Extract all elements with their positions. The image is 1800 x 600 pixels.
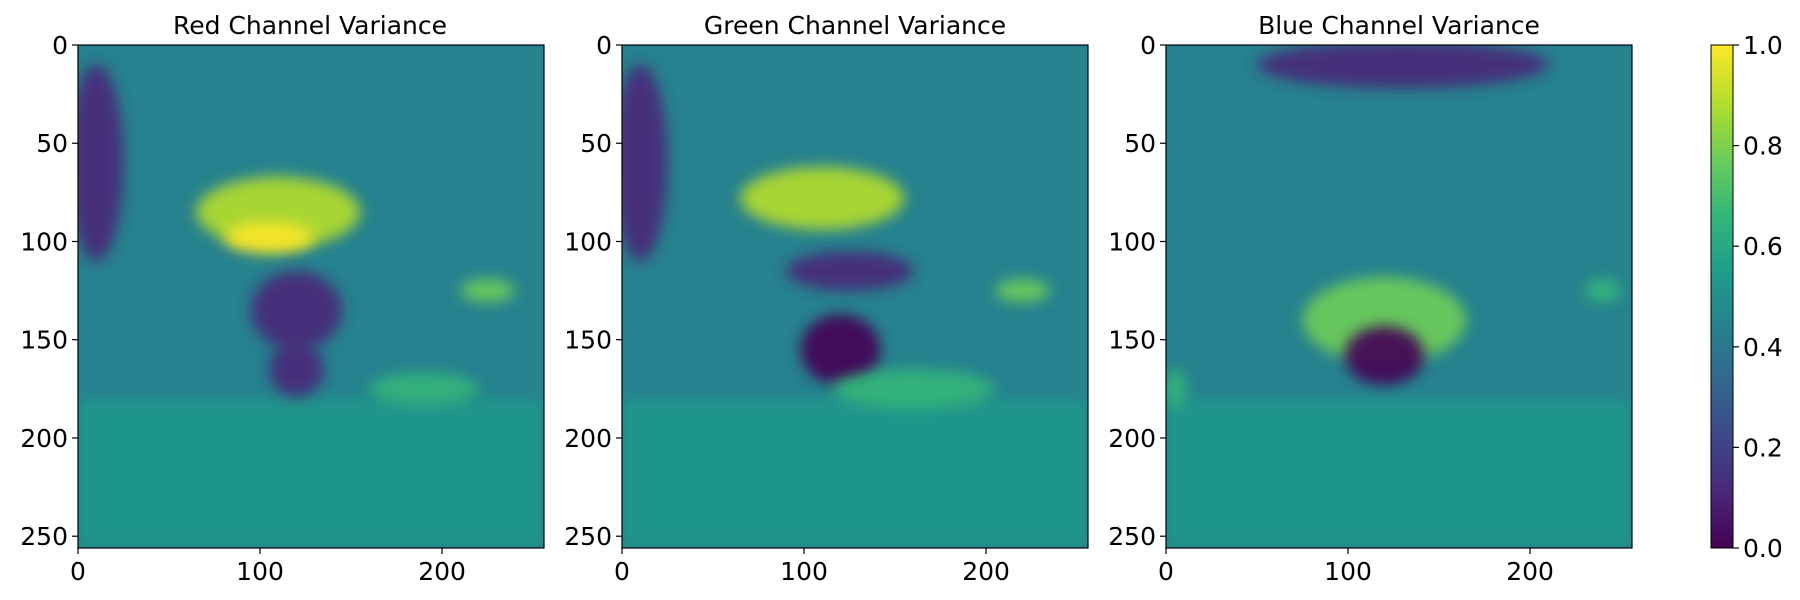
heatmap-image-blue <box>1166 45 1632 548</box>
heatmap-lower-region <box>622 398 1088 548</box>
heatmap-feature <box>1166 369 1187 409</box>
heatmap-feature <box>1302 276 1467 364</box>
colorbar-ticks: 0.0 0.2 0.4 0.6 0.8 1.0 <box>1733 31 1783 563</box>
colorbar-tick-label: 0.4 <box>1743 333 1783 362</box>
x-tick-label: 200 <box>962 557 1010 586</box>
panel-title-blue: Blue Channel Variance <box>1258 11 1540 40</box>
heatmap-feature <box>995 278 1050 303</box>
x-tick-label: 100 <box>236 557 284 586</box>
colorbar-tick-label: 0.2 <box>1743 433 1783 462</box>
colorbar-tick-label: 0.0 <box>1743 534 1783 563</box>
heatmap-feature <box>1344 325 1425 385</box>
heatmap-lower-region <box>1166 398 1632 548</box>
y-tick-label: 200 <box>1108 424 1156 453</box>
heatmap-image-red <box>78 45 544 548</box>
y-tick-label: 0 <box>52 31 68 60</box>
axes-red: 0 100 200 0 50 100 150 200 250 <box>20 31 466 586</box>
heatmap-lower-region <box>78 398 544 548</box>
colorbar: 0.0 0.2 0.4 0.6 0.8 1.0 <box>1710 31 1783 563</box>
heatmap-feature <box>223 221 315 254</box>
y-tick-label: 100 <box>1108 227 1156 256</box>
panel-title-red: Red Channel Variance <box>173 11 447 40</box>
x-tick-label: 200 <box>418 557 466 586</box>
axes-blue: 0 100 200 0 50 100 150 200 250 <box>1108 31 1554 586</box>
heatmap-feature <box>740 166 905 230</box>
plot-frame <box>1165 44 1633 549</box>
heatmap-feature <box>369 373 479 405</box>
plot-frame <box>621 44 1089 549</box>
heatmap-feature <box>831 369 996 409</box>
heatmap-feature <box>1257 45 1549 89</box>
heatmap-feature <box>460 278 515 303</box>
y-tick-label: 50 <box>580 129 612 158</box>
y-tick-label: 150 <box>564 326 612 355</box>
heatmap-plot-red <box>77 44 545 549</box>
x-tick-label: 100 <box>1324 557 1372 586</box>
y-tick-label: 200 <box>20 424 68 453</box>
x-tick-label: 200 <box>1506 557 1554 586</box>
heatmap-panel-red: Red Channel Variance 0 100 200 0 50 100 150 200… <box>20 11 545 586</box>
heatmap-panel-green: Green Channel Variance 0 100 200 0 50 100 150 2… <box>564 11 1089 586</box>
y-tick-label: 50 <box>1124 129 1156 158</box>
y-tick-label: 250 <box>564 522 612 551</box>
y-tick-label: 150 <box>1108 326 1156 355</box>
plot-frame <box>77 44 545 549</box>
y-tick-label: 200 <box>564 424 612 453</box>
x-tick-label: 0 <box>1158 557 1174 586</box>
y-tick-label: 150 <box>20 326 68 355</box>
y-tick-label: 0 <box>596 31 612 60</box>
colorbar-gradient <box>1710 44 1734 549</box>
colorbar-tick-label: 0.8 <box>1743 132 1783 161</box>
x-tick-label: 100 <box>780 557 828 586</box>
y-tick-label: 100 <box>20 227 68 256</box>
y-tick-label: 100 <box>564 227 612 256</box>
y-tick-label: 250 <box>20 522 68 551</box>
heatmap-plot-green <box>621 44 1089 549</box>
colorbar-tick-label: 1.0 <box>1743 31 1783 60</box>
heatmap-plot-blue <box>1165 44 1633 549</box>
y-tick-label: 50 <box>36 129 68 158</box>
heatmap-panel-blue: Blue Channel Variance 0 100 200 0 50 100 150 20… <box>1108 11 1633 586</box>
colorbar-tick-label: 0.6 <box>1743 232 1783 261</box>
heatmap-feature <box>1584 278 1622 303</box>
x-tick-label: 0 <box>614 557 630 586</box>
y-tick-label: 250 <box>1108 522 1156 551</box>
heatmap-feature <box>78 64 124 262</box>
x-tick-label: 0 <box>70 557 86 586</box>
heatmap-image-green <box>622 45 1088 548</box>
heatmap-feature <box>269 341 324 397</box>
panel-title-green: Green Channel Variance <box>704 11 1006 40</box>
y-tick-label: 0 <box>1140 31 1156 60</box>
axes-green: 0 100 200 0 50 100 150 200 250 <box>564 31 1010 586</box>
heatmap-feature <box>622 64 668 262</box>
heatmap-feature <box>785 251 914 291</box>
heatmap-feature <box>250 270 342 350</box>
heatmap-feature <box>800 314 881 385</box>
